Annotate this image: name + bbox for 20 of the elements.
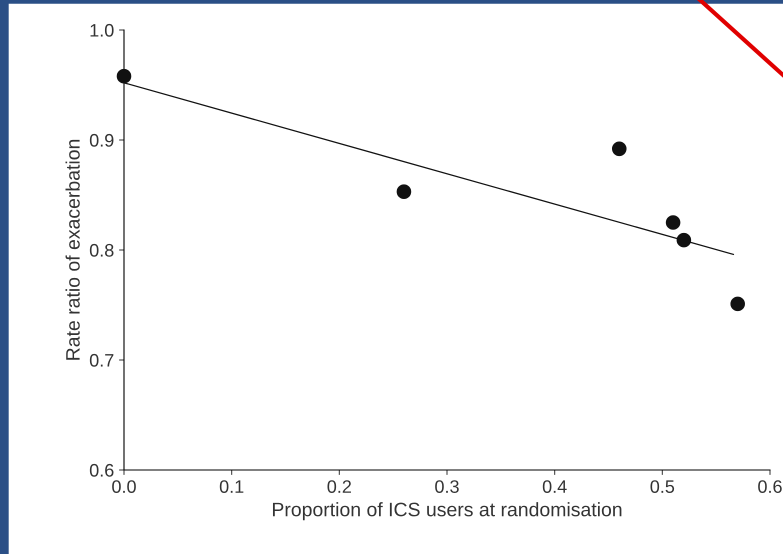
point xyxy=(396,184,412,199)
point xyxy=(676,232,692,248)
point xyxy=(666,215,680,230)
point xyxy=(612,142,627,156)
y-tick-label: 1.0 xyxy=(90,24,114,37)
x-tick-label: 0.3 xyxy=(435,480,459,493)
x-tick-label: 0.0 xyxy=(112,480,136,493)
y-axis-title: Rate ratio of exacerbation xyxy=(66,140,80,360)
y-tick-label: 0.8 xyxy=(90,244,114,257)
x-tick-label: 0.2 xyxy=(327,480,351,493)
y-tick-label: 0.9 xyxy=(90,134,114,147)
x-tick-label: 0.4 xyxy=(542,480,567,493)
x-tick-label: 0.6 xyxy=(758,480,782,493)
x-tick-label: 0.5 xyxy=(650,480,674,493)
point xyxy=(116,68,132,84)
x-tick-label: 0.1 xyxy=(220,480,244,493)
point xyxy=(730,296,745,312)
y-tick-label: 0.7 xyxy=(90,354,114,367)
y-tick-label: 0.6 xyxy=(90,464,114,477)
x-axis-title: Proportion of ICS users at randomisation xyxy=(272,502,622,520)
